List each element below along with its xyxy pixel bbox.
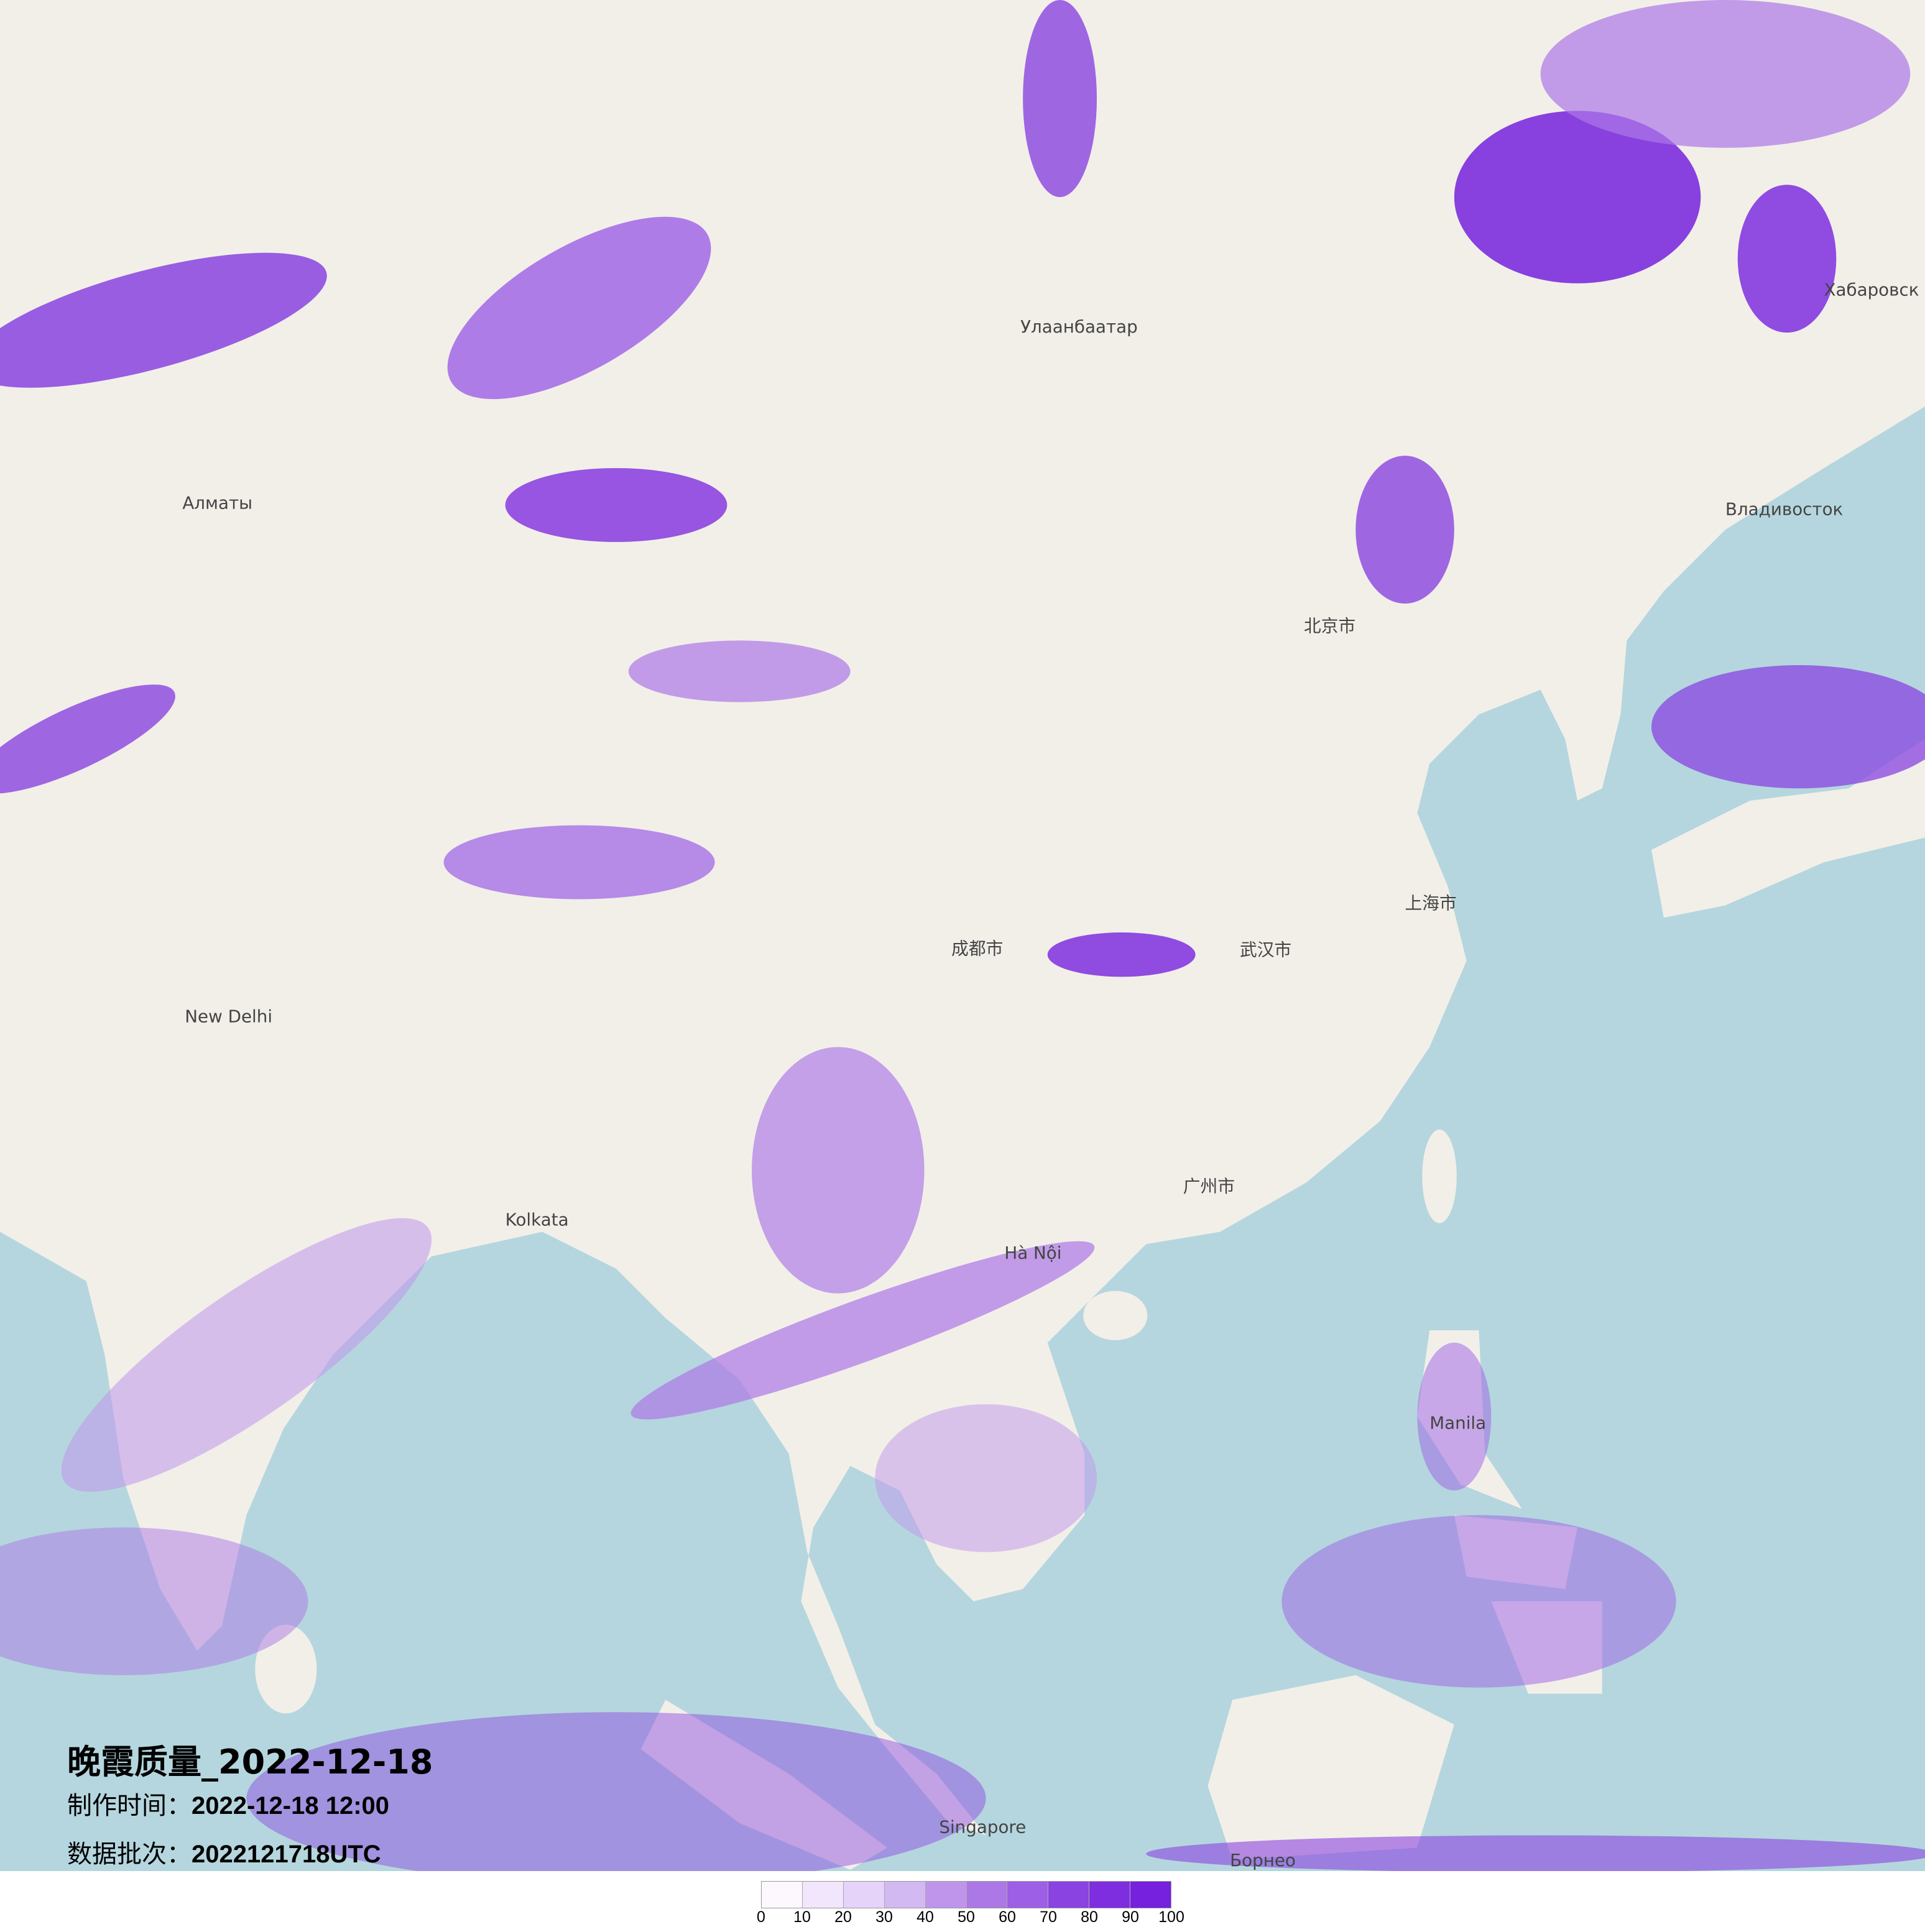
- place-label: 上海市: [1405, 893, 1457, 913]
- legend-swatch: [966, 1882, 1008, 1908]
- legend-tick-label: 20: [834, 1908, 852, 1926]
- legend-tick-label: 50: [958, 1908, 975, 1926]
- quality-area: [1417, 1342, 1492, 1491]
- legend-ticks: 0 10 20 30 40 50 60 70 80 90 100: [757, 1906, 1184, 1931]
- mainland-asia: [0, 0, 1925, 1836]
- quality-area: [246, 1712, 986, 1871]
- quality-area: [447, 216, 711, 400]
- taiwan: [1422, 1129, 1457, 1223]
- place-label: Улаанбаатар: [1020, 316, 1138, 337]
- place-label: Kolkata: [505, 1210, 569, 1230]
- place-label: Владивосток: [1725, 499, 1843, 519]
- place-label: Борнео: [1230, 1850, 1296, 1870]
- quality-area: [1023, 0, 1097, 198]
- quality-area: [1146, 1835, 1925, 1871]
- legend-tick-label: 40: [916, 1908, 934, 1926]
- quality-area: [1047, 932, 1196, 977]
- legend-swatch: [884, 1882, 926, 1908]
- quality-area: [1454, 111, 1701, 283]
- production-time-label: 制作时间：: [67, 1792, 192, 1820]
- legend-swatch: [1007, 1882, 1049, 1908]
- map-title: 晚霞质量_2022-12-18: [67, 1742, 433, 1782]
- legend-swatch: [843, 1882, 885, 1908]
- legend-swatch: [1089, 1882, 1131, 1908]
- quality-area: [1651, 665, 1925, 789]
- data-batch-label: 数据批次：: [67, 1840, 192, 1869]
- legend-tick-label: 30: [875, 1908, 893, 1926]
- place-labels: Улаанбаатар 北京市 上海市 武汉市 成都市 广州市 Hà Nội N…: [182, 280, 1919, 1870]
- quality-area: [752, 1047, 925, 1294]
- place-label: 北京市: [1304, 616, 1355, 637]
- quality-area: [630, 1241, 1095, 1420]
- legend-tick-label: 90: [1122, 1908, 1139, 1926]
- quality-area: [1355, 456, 1454, 604]
- legend-tick-label: 0: [757, 1908, 765, 1926]
- sri-lanka: [255, 1624, 317, 1714]
- legend-tick-label: 80: [1081, 1908, 1098, 1926]
- sumatra: [640, 1700, 888, 1870]
- hainan: [1083, 1290, 1148, 1340]
- place-label: Singapore: [939, 1817, 1026, 1838]
- legend-tick-label: 60: [999, 1908, 1016, 1926]
- quality-area: [628, 640, 851, 702]
- place-label: New Delhi: [185, 1006, 272, 1027]
- legend-swatch: [762, 1882, 803, 1908]
- quality-area: [1540, 0, 1911, 148]
- data-batch: 数据批次：2022121718UTC: [67, 1834, 381, 1870]
- quality-area: [0, 252, 327, 388]
- color-legend: [761, 1881, 1171, 1908]
- place-label: 广州市: [1183, 1176, 1235, 1197]
- legend-swatch: [925, 1882, 967, 1908]
- quality-area: [443, 825, 715, 899]
- place-label: 成都市: [951, 939, 1003, 959]
- quality-area: [61, 1218, 432, 1492]
- quality-area: [0, 1527, 308, 1675]
- quality-area: [1281, 1515, 1676, 1688]
- place-label: Hà Nội: [1004, 1243, 1061, 1263]
- legend-tick-label: 100: [1158, 1908, 1184, 1926]
- place-label: Хабаровск: [1824, 280, 1919, 300]
- quality-area: [875, 1404, 1097, 1552]
- place-label: Алматы: [182, 492, 252, 513]
- legend-swatch: [1130, 1882, 1171, 1908]
- legend-tick-label: 70: [1040, 1908, 1057, 1926]
- quality-area: [1737, 185, 1837, 333]
- sunset-quality-overlay: [0, 0, 1925, 1871]
- data-batch-value: 2022121718UTC: [192, 1841, 381, 1868]
- japan: [1651, 738, 1925, 918]
- borneo: [1207, 1675, 1454, 1861]
- quality-area: [0, 684, 175, 794]
- production-time-value: 2022-12-18 12:00: [192, 1792, 390, 1819]
- place-label: 武汉市: [1240, 940, 1291, 960]
- legend-tick-label: 10: [793, 1908, 811, 1926]
- quality-area: [505, 467, 727, 542]
- legend-swatch: [1048, 1882, 1090, 1908]
- place-label: Manila: [1429, 1413, 1486, 1433]
- legend-swatch: [802, 1882, 844, 1908]
- sunset-quality-map: Улаанбаатар 北京市 上海市 武汉市 成都市 广州市 Hà Nội N…: [0, 0, 1925, 1871]
- production-time: 制作时间：2022-12-18 12:00: [67, 1785, 389, 1821]
